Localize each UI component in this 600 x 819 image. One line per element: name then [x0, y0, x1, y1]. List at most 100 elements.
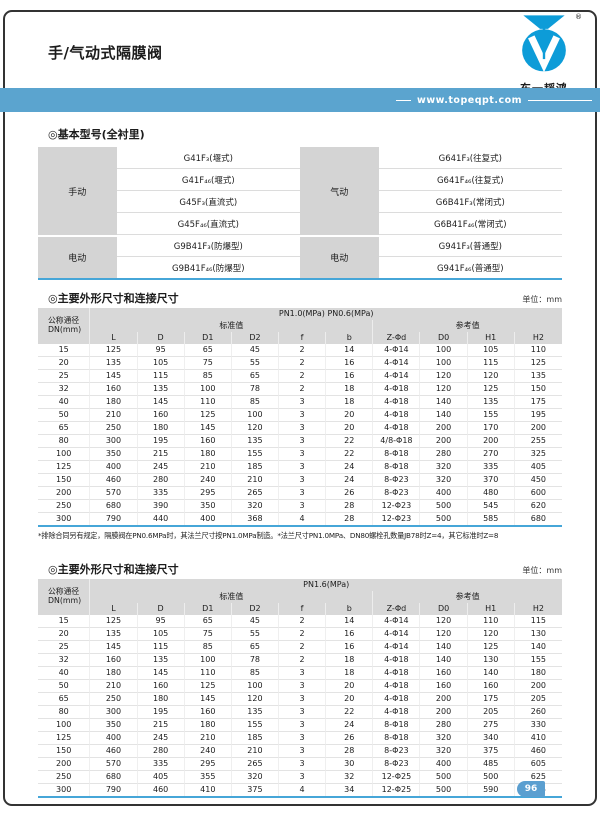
table-cell: 160	[137, 409, 185, 422]
table-cell: 400	[185, 513, 232, 525]
table-row: 40 180 145 110 85 3 18 4-Φ18 160 140 180	[38, 667, 562, 680]
table-cell: 140	[420, 409, 468, 422]
table-cell: 20	[38, 357, 91, 370]
table-cell: 200	[38, 758, 91, 771]
table-cell: 240	[184, 474, 232, 487]
table-cell: 4-Φ18	[373, 693, 421, 706]
table-cell: 24	[326, 474, 374, 487]
table-cell: 320	[231, 500, 280, 513]
table-cell: 130	[514, 628, 562, 641]
table-cell: 20	[326, 693, 374, 706]
table-cell: 200	[420, 422, 468, 435]
table-cell: 100	[420, 344, 468, 357]
table-cell: 600	[514, 487, 562, 500]
table-cell: 145	[184, 693, 232, 706]
table-cell: 375	[232, 784, 280, 796]
table-cell: 30	[326, 758, 374, 771]
registered-trademark: ®	[575, 13, 582, 21]
table-cell: 280	[137, 474, 185, 487]
table-row: 150 460 280 240 210 3 28 8-Φ23 320 375 460	[38, 745, 562, 758]
table-cell: 3	[279, 422, 327, 435]
table-cell: 16	[326, 370, 374, 383]
table-cell: 375	[467, 745, 515, 758]
table-cell: 125	[184, 409, 232, 422]
column-header: D1	[184, 332, 232, 344]
banner-dash-left	[396, 99, 412, 101]
table-cell: 2	[279, 641, 327, 654]
table-cell: 3	[279, 693, 327, 706]
column-header: D	[137, 603, 185, 615]
header-row-groups: 标准值 参考值	[38, 591, 562, 603]
table-cell: 125	[184, 680, 232, 693]
table-row: 15 125 95 65 45 2 14 4-Φ14 120 110 115	[38, 615, 562, 628]
table-cell: 4/8-Φ18	[373, 435, 421, 448]
table-row: 25 145 115 85 65 2 16 4-Φ14 120 120 135	[38, 370, 562, 383]
table-cell: 20	[326, 422, 374, 435]
basic-models-table: 手动 G41F₃(堰式) 气动 G641F₃(往复式) G41F₄₆(堰式) G…	[38, 147, 562, 280]
table-cell: 105	[137, 357, 185, 370]
table-cell: 320	[420, 745, 468, 758]
table-cell: 120	[420, 628, 468, 641]
table-cell: 180	[184, 719, 232, 732]
table-cell: 45	[231, 615, 280, 628]
table-cell: 120	[420, 615, 468, 628]
model-cell: G641F₃(往复式)	[378, 147, 562, 169]
table-cell: 2	[279, 383, 327, 396]
table-cell: 105	[467, 344, 515, 357]
table-cell: 8-Φ23	[373, 745, 421, 758]
table-cell: 2	[279, 654, 327, 667]
table-cell: 8-Φ18	[373, 461, 421, 474]
model-cell: G6B41F₄₆(常闭式)	[378, 213, 562, 235]
table-row: 200 570 335 295 265 3 30 8-Φ23 400 485 605	[38, 758, 562, 771]
dimensions-table-pn16: 公称通径 DN(mm) PN1.6(MPa) 标准值 参考值 L D D1 D2 f b Z…	[38, 579, 562, 798]
table-cell: 250	[90, 422, 138, 435]
table-cell: 78	[231, 383, 280, 396]
table-cell: 120	[467, 628, 515, 641]
table-cell: 115	[137, 370, 185, 383]
table-cell: 4-Φ14	[373, 641, 421, 654]
section-title: ◎主要外形尺寸和连接尺寸	[48, 563, 179, 576]
table-cell: 65	[38, 693, 91, 706]
table-cell: 12-Φ25	[373, 784, 421, 796]
table-cell: 500	[420, 771, 468, 784]
column-header: Z-Φd	[373, 332, 421, 344]
column-header: D2	[231, 603, 280, 615]
table-cell: 3	[279, 500, 327, 513]
group-standard-values: 标准值	[90, 591, 374, 603]
table-cell: 4	[279, 513, 327, 525]
table-row: 250 680 405 355 320 3 32 12-Φ25 500 500 625	[38, 771, 562, 784]
unit-label: 单位：mm	[522, 295, 562, 304]
column-header: b	[326, 332, 374, 344]
table-cell: 400	[420, 487, 468, 500]
table-cell: 25	[38, 641, 91, 654]
model-cell: G41F₄₆(堰式)	[116, 169, 300, 191]
table-cell: 115	[467, 357, 515, 370]
table-cell: 210	[90, 409, 138, 422]
column-header: f	[279, 332, 327, 344]
table-cell: 205	[514, 693, 562, 706]
table-cell: 4-Φ18	[373, 409, 421, 422]
table-cell: 125	[38, 461, 91, 474]
header-row-groups: 标准值 参考值	[38, 320, 562, 332]
column-header: b	[326, 603, 374, 615]
table-cell: 320	[420, 461, 468, 474]
table-cell: 460	[514, 745, 562, 758]
table-row: G45F₄₆(直流式) G6B41F₄₆(常闭式)	[38, 213, 562, 235]
table-cell: 185	[231, 732, 280, 745]
table-cell: 32	[38, 654, 91, 667]
column-header: f	[279, 603, 327, 615]
table-cell: 265	[231, 758, 280, 771]
table-cell: 135	[514, 370, 562, 383]
table-cell: 16	[326, 628, 374, 641]
table-cell: 590	[468, 784, 515, 796]
column-header: D1	[184, 603, 232, 615]
table-cell: 250	[90, 693, 138, 706]
table-row: 300 790 440 400 368 4 28 12-Φ23 500 585 680	[38, 513, 562, 525]
table-cell: 145	[90, 370, 138, 383]
table-row: 80 300 195 160 135 3 22 4/8-Φ18 200 200 255	[38, 435, 562, 448]
dn-label: 公称通径	[48, 587, 80, 597]
table-cell: 210	[184, 461, 232, 474]
table-cell: 3	[279, 487, 327, 500]
page-number-badge: 96	[517, 781, 545, 797]
